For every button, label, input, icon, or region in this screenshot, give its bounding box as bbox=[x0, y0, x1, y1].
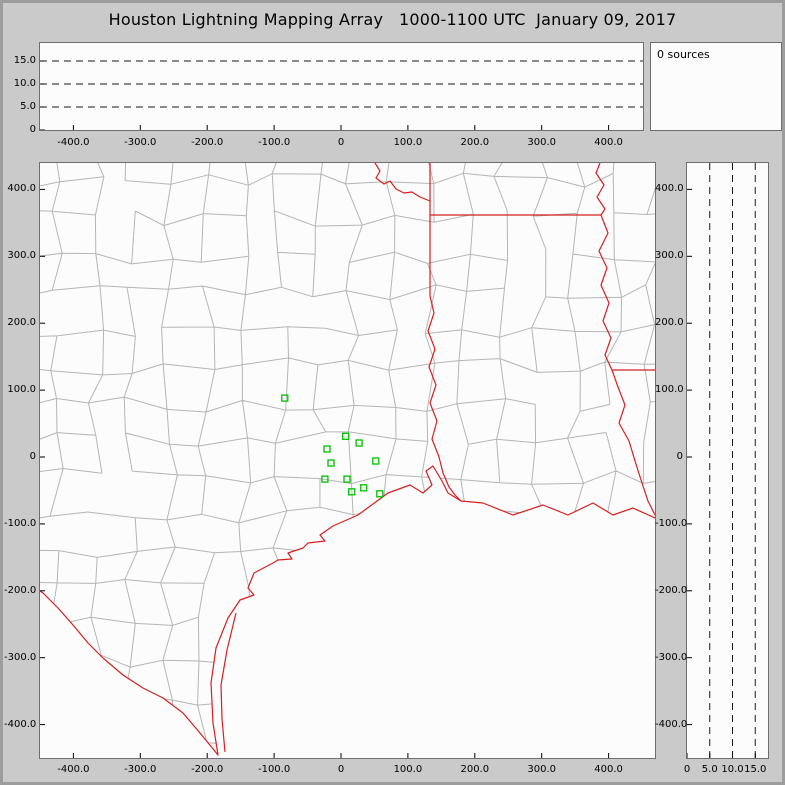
tick-label: 200.0 bbox=[7, 317, 36, 329]
axis-ticks bbox=[40, 60, 610, 130]
tick-label: 100.0 bbox=[7, 384, 36, 396]
axis-ticks bbox=[687, 188, 756, 758]
tick-label: 0 bbox=[29, 451, 36, 462]
lma-station-marker bbox=[323, 445, 331, 453]
tick-label: -400.0 bbox=[57, 764, 90, 775]
lma-station-marker bbox=[355, 439, 363, 447]
map-panel[interactable] bbox=[39, 162, 656, 759]
tick-label: 15.0 bbox=[744, 764, 767, 775]
lma-station-marker bbox=[342, 432, 350, 440]
tick-label: 200.0 bbox=[655, 317, 684, 329]
lma-station-marker bbox=[281, 394, 289, 402]
tick-label: 300.0 bbox=[527, 137, 556, 148]
lma-station-marker bbox=[343, 475, 351, 483]
tick-label: 400.0 bbox=[594, 764, 623, 775]
tick-label: 300.0 bbox=[527, 764, 556, 775]
lma-stations bbox=[281, 394, 384, 498]
page-title: Houston Lightning Mapping Array 1000-110… bbox=[108, 10, 677, 29]
sources-count-label: 0 sources bbox=[657, 48, 710, 61]
altitude-ew-plot bbox=[40, 60, 643, 130]
tick-label: -300.0 bbox=[124, 137, 157, 148]
tick-label: 400.0 bbox=[7, 183, 36, 195]
tick-label: 300.0 bbox=[655, 250, 684, 262]
sources-panel: 0 sources bbox=[650, 42, 782, 131]
texas-louisiana-border bbox=[427, 163, 462, 502]
plan-view-map bbox=[40, 163, 655, 758]
county-boundaries bbox=[40, 163, 655, 755]
tick-label: 100.0 bbox=[393, 764, 423, 775]
axis-ticks bbox=[40, 188, 610, 758]
tick-label: 0 bbox=[676, 451, 683, 462]
tick-label: 0 bbox=[337, 764, 345, 775]
padre-island bbox=[220, 612, 237, 753]
lma-station-marker bbox=[360, 484, 368, 492]
tick-label: 10.0 bbox=[721, 764, 744, 775]
altitude-gridlines bbox=[40, 60, 643, 108]
lma-station-marker bbox=[348, 488, 356, 496]
tick-label: 15.0 bbox=[13, 55, 36, 66]
tick-label: -100.0 bbox=[257, 137, 291, 148]
lma-station-marker bbox=[376, 490, 384, 498]
tick-label: -400.0 bbox=[57, 137, 90, 148]
tick-label: 100.0 bbox=[655, 384, 684, 396]
tick-label: 0 bbox=[337, 137, 345, 148]
lma-station-marker bbox=[327, 459, 335, 467]
red-river-border bbox=[374, 163, 431, 202]
tick-label: 5.0 bbox=[701, 764, 718, 775]
tick-label: 10.0 bbox=[13, 78, 36, 89]
state-borders-coastline bbox=[40, 163, 655, 756]
tick-label: -400.0 bbox=[4, 718, 37, 730]
tick-label: -100.0 bbox=[4, 517, 37, 529]
tick-label: 5.0 bbox=[20, 101, 36, 112]
tick-label: 400.0 bbox=[655, 183, 684, 195]
tick-label: -100.0 bbox=[257, 764, 291, 775]
tick-label: 100.0 bbox=[393, 137, 423, 148]
tick-label: -200.0 bbox=[191, 137, 224, 148]
lma-station-marker bbox=[321, 475, 329, 483]
altitude-ns-plot bbox=[687, 163, 756, 758]
tick-label: -200.0 bbox=[4, 584, 37, 596]
tick-label: 0 bbox=[29, 124, 36, 135]
mississippi-river-border bbox=[595, 163, 655, 516]
tick-label: -200.0 bbox=[191, 764, 224, 775]
tick-label: -400.0 bbox=[655, 718, 688, 730]
altitude-ns-panel[interactable] bbox=[686, 162, 769, 759]
lma-station-marker bbox=[372, 457, 380, 465]
tick-label: 0 bbox=[683, 764, 691, 775]
tick-label: -300.0 bbox=[124, 764, 157, 775]
tick-label: 300.0 bbox=[7, 250, 36, 262]
coastline-rio-grande bbox=[40, 465, 655, 756]
tick-label: 200.0 bbox=[460, 137, 490, 148]
tick-label: -300.0 bbox=[655, 651, 688, 663]
tick-label: -300.0 bbox=[4, 651, 37, 663]
tick-label: 400.0 bbox=[594, 137, 623, 148]
tick-label: -200.0 bbox=[655, 584, 688, 596]
tick-label: 200.0 bbox=[460, 764, 490, 775]
altitude-ew-panel[interactable] bbox=[39, 42, 644, 131]
tick-label: -100.0 bbox=[655, 517, 688, 529]
altitude-gridlines bbox=[709, 163, 756, 758]
